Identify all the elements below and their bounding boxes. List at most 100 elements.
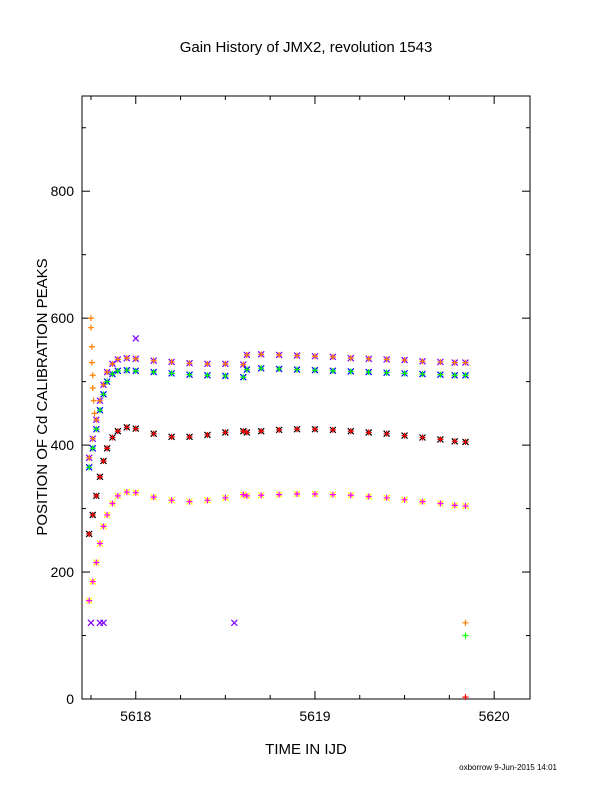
data-point-series-2 [243, 351, 250, 358]
data-point-series-7 [96, 540, 103, 547]
x-tick-label: 5619 [299, 708, 330, 724]
data-point-series-2 [168, 358, 175, 365]
data-point-series-3 [276, 365, 283, 372]
axis-ticks: 0 200 400 600 800 5618 5619 5620 [51, 96, 530, 724]
data-point-series-5 [93, 492, 100, 499]
data-point-series-3 [462, 372, 469, 379]
data-point-series-3 [86, 464, 93, 471]
data-point-series-3 [204, 372, 211, 379]
y-tick-label: 200 [51, 564, 75, 580]
data-point-series-5 [437, 436, 444, 443]
data-point-series-7 [437, 500, 444, 507]
data-point-series-5 [329, 426, 336, 433]
data-point-series-7 [258, 492, 265, 499]
data-point-series-3 [258, 365, 265, 372]
data-point-series-3 [123, 367, 130, 374]
data-point-series-3 [186, 371, 193, 378]
data-point-series-2 [329, 353, 336, 360]
data-point-series-3 [240, 374, 247, 381]
data-point-series-5 [86, 530, 93, 537]
data-point-series-3 [114, 367, 121, 374]
data-point-series-3 [437, 371, 444, 378]
data-point-series-7 [347, 492, 354, 499]
data-point-series-3 [168, 370, 175, 377]
y-axis-label: POSITION OF Cd CALIBRATION PEAKS [34, 258, 51, 535]
data-point-series-7 [329, 491, 336, 498]
data-point-series-2 [276, 351, 283, 358]
data-point-series-7 [109, 500, 116, 507]
outlier-point [90, 397, 97, 404]
data-point-series-3 [100, 391, 107, 398]
data-point-series-3 [311, 367, 318, 374]
outlier-point [87, 619, 95, 627]
data-point-series-5 [258, 428, 265, 435]
data-point-series-3 [401, 370, 408, 377]
data-point-series-2 [462, 359, 469, 366]
y-tick-label: 800 [51, 183, 75, 199]
data-point-series-3 [109, 371, 116, 378]
data-point-series-3 [222, 372, 229, 379]
data-point-series-7 [168, 497, 175, 504]
data-point-series-2 [451, 359, 458, 366]
data-point-series-2 [114, 356, 121, 363]
data-point-series-5 [243, 429, 250, 436]
data-point-series-7 [186, 498, 193, 505]
data-point-series-7 [114, 492, 121, 499]
data-point-series-2 [204, 360, 211, 367]
data-point-series-2 [294, 352, 301, 359]
data-point-series-3 [347, 368, 354, 375]
data-point-series-2 [96, 397, 103, 404]
data-point-series-7 [240, 491, 247, 498]
outlier-point [88, 359, 95, 366]
data-point-series-3 [365, 369, 372, 376]
data-point-series-5 [96, 473, 103, 480]
data-point-series-7 [462, 503, 469, 510]
data-point-series-2 [150, 357, 157, 364]
outlier-point [91, 410, 98, 417]
outlier-point [87, 315, 94, 322]
data-point-series-7 [383, 494, 390, 501]
data-point-series-7 [89, 578, 96, 585]
data-point-series-3 [150, 369, 157, 376]
data-point-series-5 [276, 426, 283, 433]
data-point-series-3 [132, 367, 139, 374]
data-point-series-3 [104, 378, 111, 385]
data-point-series-5 [383, 430, 390, 437]
data-point-series-5 [365, 429, 372, 436]
data-point-series-5 [150, 430, 157, 437]
data-point-series-7 [204, 497, 211, 504]
data-point-series-2 [383, 356, 390, 363]
data-point-series-5 [89, 511, 96, 518]
data-point-series-5 [100, 457, 107, 464]
data-point-series-5 [294, 426, 301, 433]
data-point-series-2 [93, 416, 100, 423]
data-point-series-7 [276, 491, 283, 498]
data-point-series-2 [401, 357, 408, 364]
x-tick-label: 5620 [479, 708, 510, 724]
y-tick-label: 400 [51, 437, 75, 453]
data-point-series-2 [419, 358, 426, 365]
data-point-series-3 [243, 366, 250, 373]
plot-frame [81, 95, 531, 700]
data-point-series-5 [451, 438, 458, 445]
data-point-series-7 [86, 597, 93, 604]
y-tick-label: 600 [51, 310, 75, 326]
outlier-point [89, 372, 96, 379]
data-point-series-5 [123, 424, 130, 431]
outlier-point [100, 619, 107, 627]
outlier-point [230, 619, 238, 627]
data-point-series-7 [243, 492, 250, 499]
data-point-series-2 [437, 358, 444, 365]
footer-timestamp: oxborrow 9-Jun-2015 14:01 [459, 763, 557, 772]
x-tick-label: 5618 [120, 708, 151, 724]
data-point-series-7 [311, 490, 318, 497]
data-point-series-5 [168, 433, 175, 440]
data-point-series-2 [109, 360, 116, 367]
data-point-series-5 [186, 433, 193, 440]
data-point-series-2 [132, 355, 139, 362]
data-point-series-7 [104, 511, 111, 518]
y-tick-label: 0 [66, 691, 74, 707]
data-point-series-5 [401, 432, 408, 439]
data-point-series-2 [240, 361, 247, 368]
